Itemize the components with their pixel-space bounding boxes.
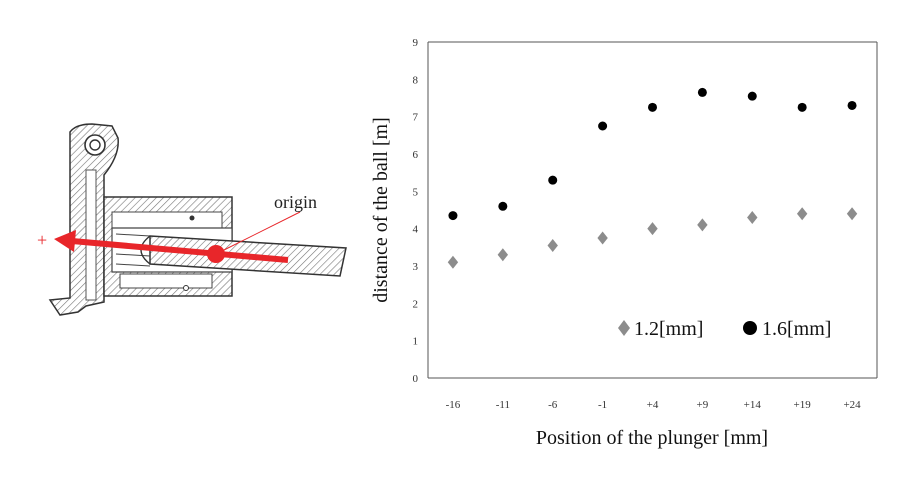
legend-label-series-1: 1.2[mm]	[634, 318, 703, 340]
data-point-series-2	[697, 87, 707, 97]
lower-cavity	[119, 273, 213, 289]
y-tick-label: 3	[413, 261, 419, 273]
scatter-chart: 0 1 2 3 4 5 6 7 8 9 -16 -11 -6 -1 +4 +9 +14 +19 +24 dista…	[370, 37, 878, 449]
data-point-series-2	[797, 102, 807, 112]
y-tick-label: 7	[413, 112, 419, 124]
data-point-series-1	[846, 207, 858, 221]
pivot-pin-inner	[89, 139, 101, 151]
data-point-series-1	[447, 255, 459, 269]
direction-arrow-shaft	[71, 238, 289, 263]
y-tick-label: 9	[413, 37, 419, 49]
y-tick-label: 6	[413, 149, 419, 161]
data-point-series-2	[847, 100, 857, 110]
data-point-series-1	[547, 238, 558, 252]
direction-arrow-head	[54, 230, 76, 252]
data-point-series-2	[648, 102, 657, 112]
y-axis-label: distance of the ball [m]	[370, 117, 392, 303]
x-tick-label: +24	[843, 399, 861, 411]
legend-marker-series-2	[743, 321, 757, 335]
x-tick-label: +4	[647, 399, 659, 411]
x-tick-label: -1	[598, 399, 607, 411]
data-points	[447, 87, 858, 269]
x-tick-label: +19	[794, 399, 812, 411]
y-tick-label: 8	[413, 74, 419, 86]
plunger-cross-section-diagram: origin +	[37, 123, 347, 316]
data-point-series-2	[548, 175, 558, 185]
y-tick-label: 4	[413, 224, 419, 236]
data-point-series-1	[497, 248, 509, 262]
x-tick-labels: -16 -11 -6 -1 +4 +9 +14 +19 +24	[446, 399, 862, 411]
y-tick-label: 1	[413, 336, 419, 348]
data-point-series-1	[697, 218, 708, 232]
data-point-series-2	[448, 211, 458, 221]
x-tick-label: -6	[548, 399, 558, 411]
data-point-series-1	[597, 231, 608, 245]
x-tick-label: -11	[496, 399, 510, 411]
legend-label-series-2: 1.6[mm]	[762, 318, 831, 340]
data-point-series-2	[747, 91, 757, 101]
data-point-series-2	[498, 201, 508, 211]
data-point-series-1	[796, 207, 808, 221]
x-axis-label: Position of the plunger [mm]	[536, 427, 768, 449]
x-tick-label: -16	[446, 399, 461, 411]
origin-dot	[207, 245, 225, 263]
origin-label: origin	[274, 192, 317, 212]
x-tick-label: +9	[697, 399, 709, 411]
housing-slot	[85, 169, 97, 301]
data-point-series-1	[747, 210, 758, 224]
plus-direction-label: +	[37, 230, 47, 250]
housing-column	[48, 123, 119, 316]
y-tick-label: 5	[413, 186, 419, 198]
origin-leader-line	[223, 211, 301, 251]
data-point-series-1	[647, 222, 658, 236]
legend-marker-series-1	[618, 320, 630, 336]
legend: 1.2[mm] 1.6[mm]	[618, 318, 831, 340]
y-tick-label: 0	[413, 373, 419, 385]
screw-top	[189, 215, 195, 221]
y-tick-label: 2	[413, 298, 419, 310]
y-tick-labels: 0 1 2 3 4 5 6 7 8 9	[413, 37, 419, 385]
screw-bottom	[183, 285, 189, 291]
x-tick-label: +14	[744, 399, 762, 411]
data-point-series-2	[598, 121, 608, 131]
upper-cavity	[111, 211, 223, 229]
